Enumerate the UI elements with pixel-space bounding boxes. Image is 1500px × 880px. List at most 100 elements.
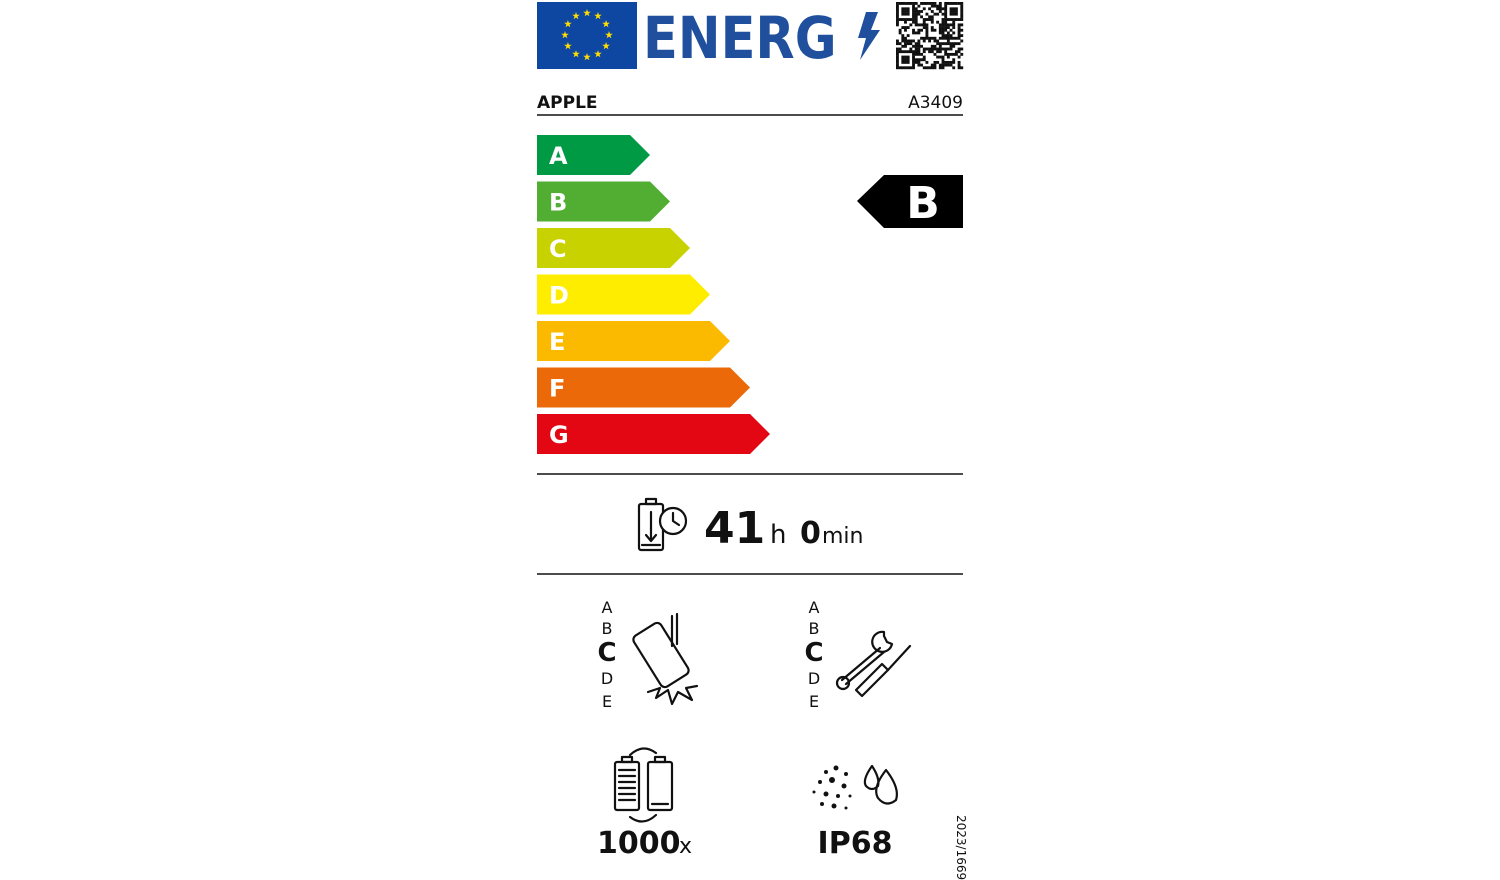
qr-module — [912, 10, 915, 13]
qr-module — [930, 2, 934, 5]
qr-module — [906, 42, 910, 46]
qr-module — [909, 66, 913, 70]
qr-module — [917, 58, 921, 62]
qr-module — [914, 20, 918, 24]
qr-module — [904, 26, 907, 29]
qr-module — [928, 39, 932, 43]
qr-module — [914, 23, 918, 27]
qr-module — [922, 26, 926, 29]
qr-module — [957, 31, 961, 35]
repair-scale-letter: A — [809, 598, 820, 617]
qr-module — [941, 60, 945, 64]
qr-module — [941, 63, 945, 67]
qr-module — [906, 2, 910, 5]
qr-module — [944, 52, 948, 56]
qr-module — [912, 7, 915, 11]
qr-module — [938, 55, 942, 59]
qr-module — [952, 36, 956, 40]
qr-module — [944, 18, 948, 21]
class-bar — [537, 228, 690, 268]
qr-module — [898, 2, 902, 5]
qr-module — [941, 31, 945, 35]
qr-module — [930, 26, 934, 29]
qr-module — [906, 39, 910, 43]
qr-module — [920, 52, 923, 56]
qr-module — [946, 39, 950, 43]
qr-module — [941, 20, 945, 24]
qr-module — [901, 36, 905, 40]
endurance-minutes-unit: min — [822, 524, 864, 549]
qr-module — [960, 12, 964, 16]
qr-module — [914, 50, 918, 54]
qr-module — [906, 34, 910, 38]
qr-module — [901, 58, 905, 62]
qr-module — [949, 12, 953, 16]
eu-star — [594, 11, 602, 20]
qr-module — [917, 28, 921, 32]
qr-module — [922, 66, 926, 70]
qr-module — [946, 47, 950, 51]
class-letter: A — [549, 142, 568, 170]
qr-module — [920, 28, 923, 32]
qr-module — [930, 4, 934, 8]
class-bar — [537, 367, 750, 408]
qr-module — [920, 10, 923, 13]
battery-cycles-icon — [613, 747, 674, 823]
battery-cycles-unit: x — [679, 834, 692, 859]
qr-module — [912, 20, 915, 24]
class-bar — [537, 321, 730, 361]
qr-module — [952, 20, 956, 24]
qr-module — [912, 44, 915, 48]
qr-module — [896, 2, 899, 5]
qr-module — [946, 23, 950, 27]
qr-module — [912, 4, 915, 8]
qr-module — [944, 34, 948, 38]
qr-module — [901, 26, 905, 29]
qr-module — [914, 7, 918, 11]
qr-module — [949, 47, 953, 51]
lightning-icon — [858, 12, 880, 60]
qr-module — [941, 36, 945, 40]
qr-module — [949, 60, 953, 64]
qr-module — [928, 18, 932, 21]
class-letter: G — [549, 421, 569, 449]
qr-module — [936, 50, 940, 54]
qr-module — [925, 36, 929, 40]
qr-module — [901, 7, 905, 11]
qr-module — [952, 2, 956, 5]
qr-module — [954, 7, 958, 11]
qr-module — [949, 36, 953, 40]
qr-module — [896, 4, 899, 8]
qr-module — [938, 42, 942, 46]
qr-module — [938, 4, 942, 8]
qr-module — [938, 63, 942, 67]
qr-module — [901, 10, 905, 13]
qr-module — [930, 10, 934, 13]
qr-module — [941, 12, 945, 16]
qr-module — [952, 18, 956, 21]
qr-module — [954, 52, 958, 56]
qr-module — [930, 47, 934, 51]
qr-module — [930, 18, 934, 21]
qr-module — [957, 47, 961, 51]
qr-module — [917, 50, 921, 54]
qr-module — [896, 58, 899, 62]
qr-module — [912, 39, 915, 43]
repair-scale-letter: D — [808, 669, 820, 688]
qr-module — [909, 50, 913, 54]
qr-module — [904, 58, 907, 62]
qr-module — [922, 2, 926, 5]
qr-module — [901, 50, 905, 54]
battery-endurance-icon — [637, 497, 688, 552]
qr-module — [941, 34, 945, 38]
qr-module — [941, 28, 945, 32]
qr-module — [949, 7, 953, 11]
qr-module — [901, 39, 905, 43]
qr-module — [917, 4, 921, 8]
qr-module — [904, 36, 907, 40]
qr-module — [946, 63, 950, 67]
qr-module — [944, 7, 948, 11]
qr-module — [946, 26, 950, 29]
qr-module — [957, 2, 961, 5]
qr-module — [960, 4, 964, 8]
